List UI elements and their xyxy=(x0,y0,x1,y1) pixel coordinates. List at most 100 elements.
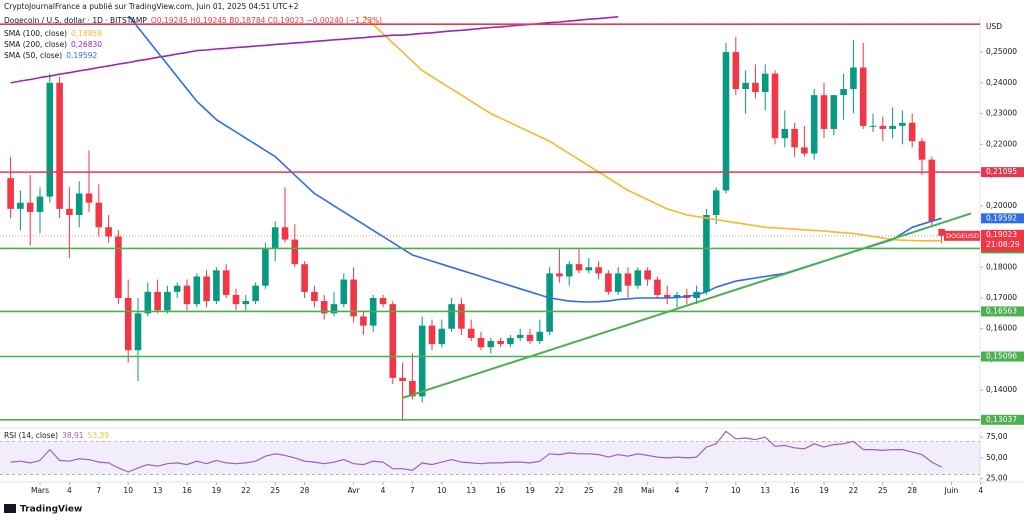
x-tick-label: 7 xyxy=(410,486,415,495)
candle-body xyxy=(467,328,475,338)
x-tick-label: 16 xyxy=(790,486,800,495)
x-tick-label: 28 xyxy=(300,486,310,495)
candle-body xyxy=(908,122,916,142)
candle-body xyxy=(575,264,583,271)
x-tick-label: 4 xyxy=(381,486,386,495)
y-tick-label: 0,14000 xyxy=(986,385,1017,394)
legend-name: SMA (100, close) xyxy=(4,29,67,38)
candle-body xyxy=(242,301,250,305)
candle-body xyxy=(340,279,348,305)
candle-body xyxy=(379,297,387,305)
candle-body xyxy=(36,196,44,212)
x-tick-label: 25 xyxy=(270,486,280,495)
candle-body xyxy=(771,73,779,139)
candle-body xyxy=(663,294,671,298)
y-tick-label: 0,17000 xyxy=(986,293,1017,302)
x-tick-label: Mai xyxy=(641,486,654,495)
candle-body xyxy=(556,273,563,277)
candle-body xyxy=(938,228,945,236)
candle-body xyxy=(526,334,534,342)
legend-entry: SMA (50, close) 0,19592 xyxy=(4,51,97,60)
candle-body xyxy=(75,193,83,216)
level-label: 0,13037 xyxy=(986,415,1017,424)
x-tick-label: 19 xyxy=(819,486,829,495)
y-tick-label: 0,22000 xyxy=(986,139,1017,148)
x-tick-label: 4 xyxy=(675,486,680,495)
candle-body xyxy=(595,267,602,274)
level-tag xyxy=(981,167,1024,178)
x-tick-label: 7 xyxy=(96,486,101,495)
candle-body xyxy=(889,125,896,129)
brand-logo xyxy=(4,504,16,513)
candle-body xyxy=(409,380,416,397)
x-tick-label: 28 xyxy=(613,486,623,495)
x-tick-label: 7 xyxy=(704,486,709,495)
candle-body xyxy=(222,270,230,295)
candle-body xyxy=(614,273,622,292)
candle-body xyxy=(252,285,259,302)
x-tick-label: 25 xyxy=(878,486,888,495)
candle-body xyxy=(164,291,171,311)
candle-body xyxy=(752,82,759,93)
candle-body xyxy=(418,325,426,397)
candle-body xyxy=(477,337,485,348)
candle-body xyxy=(7,178,14,209)
price-tag-label: 0,19023 xyxy=(986,230,1017,239)
x-tick-label: Juin xyxy=(943,486,958,495)
x-tick-label: 4 xyxy=(67,486,72,495)
level-tag xyxy=(981,351,1024,362)
candle-body xyxy=(879,125,887,129)
legend-value: 0,26830 xyxy=(71,40,102,49)
candle-body xyxy=(262,248,269,286)
candle-body xyxy=(820,95,828,129)
sma-line xyxy=(10,16,619,84)
candle-body xyxy=(144,291,152,314)
x-tick-label: 13 xyxy=(760,486,770,495)
level-label: 0,15096 xyxy=(986,352,1017,361)
x-tick-label: 10 xyxy=(437,486,447,495)
candle-body xyxy=(899,122,906,126)
x-tick-label: 10 xyxy=(123,486,133,495)
candle-body xyxy=(438,328,446,345)
brand: TradingView xyxy=(20,505,82,515)
y-tick-label: 0,18000 xyxy=(986,262,1017,271)
candle-body xyxy=(850,67,857,89)
candle-body xyxy=(654,279,661,295)
candle-body xyxy=(301,264,308,292)
candle-body xyxy=(516,334,524,338)
price-pane xyxy=(0,16,980,421)
rsi-tick-label: 25,00 xyxy=(986,474,1008,483)
candle-body xyxy=(350,279,357,317)
y-tick-label: 0,25000 xyxy=(986,47,1017,56)
level-tag xyxy=(981,414,1024,425)
sma-tag xyxy=(981,213,1024,224)
legend-entry: SMA (100, close) 0,18859 xyxy=(4,29,102,38)
candle-body xyxy=(311,291,318,302)
candle-body xyxy=(56,82,63,209)
x-tick-label: Mars xyxy=(31,486,49,495)
sma-line xyxy=(363,16,942,242)
candle-body xyxy=(928,159,936,222)
rsi-name: RSI (14, close) xyxy=(4,431,58,440)
y-tick-label: 0,16000 xyxy=(986,324,1017,333)
candle-body xyxy=(546,273,553,332)
level-label: 0,21095 xyxy=(986,167,1017,176)
x-tick-label: 13 xyxy=(466,486,476,495)
candle-body xyxy=(791,128,798,148)
candle-body xyxy=(26,202,34,212)
candle-body xyxy=(134,313,142,351)
candle-body xyxy=(722,52,730,191)
candle-body xyxy=(732,52,740,89)
candle-body xyxy=(389,304,397,378)
candle-body xyxy=(46,82,54,197)
x-tick-label: 13 xyxy=(153,486,163,495)
candle-body xyxy=(320,301,328,314)
candle-body xyxy=(232,294,240,305)
candle-body xyxy=(115,236,122,298)
candle-body xyxy=(360,316,367,326)
x-tick-label: Avr xyxy=(347,486,360,495)
x-tick-label: 10 xyxy=(731,486,741,495)
candle-body xyxy=(281,227,289,240)
x-tick-label: 19 xyxy=(212,486,222,495)
